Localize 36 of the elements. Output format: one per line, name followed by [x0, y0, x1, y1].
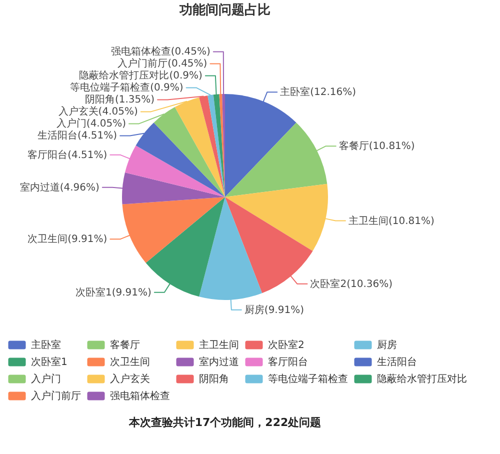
legend-label: 入户门前厅: [31, 390, 81, 402]
data-label: 主卫生间(10.81%): [348, 214, 434, 227]
legend-label: 室内过道: [199, 356, 239, 368]
data-label: 主卧室(12.16%): [280, 86, 356, 98]
legend-label: 生活阳台: [377, 356, 417, 368]
data-label: 次卧室1(9.91%): [75, 286, 152, 298]
legend-label: 阴阳角: [199, 373, 229, 385]
data-label: 入户玄关(4.05%): [58, 106, 138, 118]
legend-label: 隐蔽给水管打压对比: [377, 373, 467, 385]
legend-label: 等电位端子箱检查: [268, 373, 348, 385]
data-label: 次卫生间(9.91%): [28, 233, 108, 246]
legend-label: 入户玄关: [110, 373, 150, 385]
legend-label: 次卫生间: [110, 356, 150, 368]
legend-label: 主卫生间: [199, 339, 239, 351]
data-label: 客餐厅(10.81%): [338, 140, 415, 152]
data-label: 入户门前厅(0.45%): [118, 58, 208, 70]
data-label: 强电箱体检查(0.45%): [110, 46, 210, 58]
data-label: 生活阳台(4.51%): [37, 130, 118, 142]
data-label: 等电位端子箱检查(0.9%): [70, 82, 184, 94]
legend-label: 次卧室2: [268, 339, 304, 351]
legend-label: 客餐厅: [110, 339, 140, 351]
data-label: 厨房(9.91%): [244, 304, 304, 316]
data-label: 次卧室2(10.36%): [310, 278, 393, 290]
legend-label: 强电箱体检查: [110, 390, 170, 402]
data-label: 入户门(4.05%): [56, 118, 126, 130]
text: 本次查验共计17个功能间，222处问题: [128, 416, 322, 429]
data-label: 客厅阳台(4.51%): [28, 148, 108, 161]
legend-label: 客厅阳台: [268, 356, 308, 368]
chart-title: 功能间问题占比: [178, 2, 270, 18]
legend-label: 厨房: [377, 339, 397, 351]
legend-label: 次卧室1: [31, 356, 68, 368]
data-label: 室内过道(4.96%): [20, 181, 100, 194]
legend-label: 入户门: [31, 373, 61, 385]
legend-label: 主卧室: [31, 339, 61, 351]
data-label: 阴阳角(1.35%): [84, 94, 155, 106]
data-label: 隐蔽给水管打压对比(0.9%): [79, 70, 203, 82]
